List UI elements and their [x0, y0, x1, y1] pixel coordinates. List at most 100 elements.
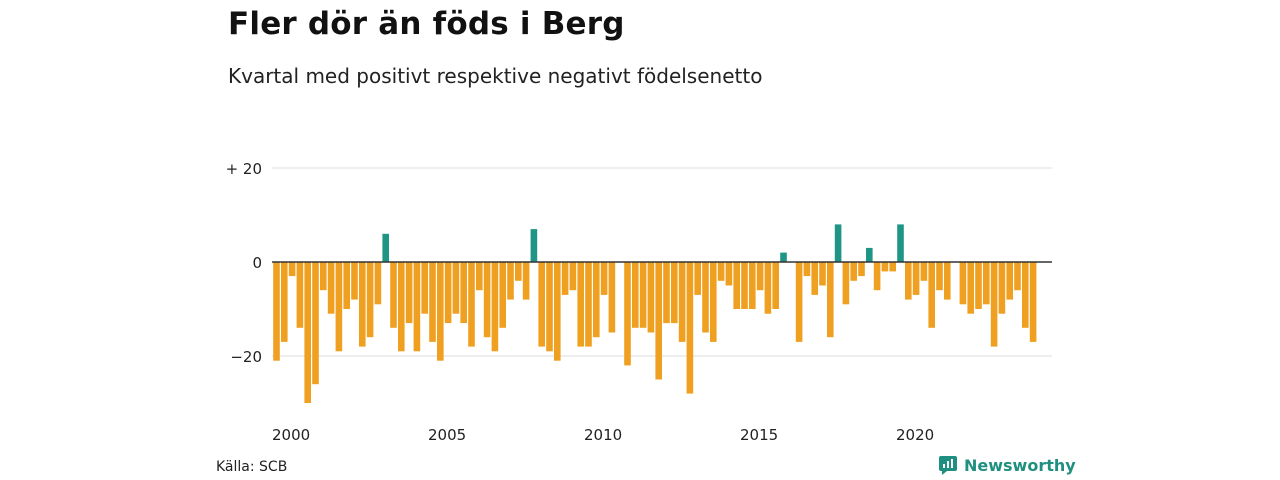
bar-negative	[920, 262, 928, 281]
bar-negative	[421, 262, 428, 314]
bar-negative	[811, 262, 818, 295]
bar-negative	[476, 262, 483, 291]
bar-negative	[491, 262, 499, 352]
bar-negative	[507, 262, 514, 300]
bar-positive	[530, 229, 538, 262]
bar-negative	[803, 262, 811, 277]
bar-negative	[990, 262, 998, 347]
bar-negative	[912, 262, 920, 295]
bar-positive	[834, 224, 842, 262]
bar-negative	[936, 262, 943, 291]
x-tick-label: 2020	[896, 426, 934, 444]
bar-chart: + 20 0 −20 2000 2005 2010 2015 2020	[226, 160, 1052, 444]
bar-negative	[772, 262, 779, 309]
bar-negative	[983, 262, 990, 305]
bar-negative	[889, 262, 896, 272]
bar-negative	[468, 262, 475, 347]
x-tick-label: 2005	[428, 426, 466, 444]
bar-positive	[897, 224, 904, 262]
bar-negative	[944, 262, 951, 300]
bar-negative	[585, 262, 592, 347]
bar-positive	[382, 233, 389, 262]
x-tick-label: 2010	[584, 426, 622, 444]
bar-negative	[678, 262, 686, 342]
bar-negative	[928, 262, 935, 328]
bar-negative	[351, 262, 358, 300]
bar-negative	[343, 262, 350, 309]
bar-negative	[624, 262, 631, 366]
bar-negative	[437, 262, 444, 361]
bar-negative	[725, 262, 733, 286]
bar-negative	[741, 262, 748, 309]
bar-negative	[959, 262, 967, 305]
bar-negative	[569, 262, 577, 291]
bar-negative	[577, 262, 584, 347]
bar-negative	[694, 262, 701, 295]
bar-negative	[710, 262, 717, 342]
bar-negative	[655, 262, 662, 380]
bar-negative	[522, 262, 530, 300]
y-tick-label: + 20	[226, 160, 262, 178]
bar-negative	[733, 262, 740, 309]
bar-negative	[850, 262, 857, 281]
x-tick-label: 2015	[740, 426, 778, 444]
bar-negative	[374, 262, 382, 305]
bar-negative	[608, 262, 616, 333]
bar-negative	[1029, 262, 1037, 342]
bar-negative	[827, 262, 834, 338]
bar-negative	[499, 262, 506, 328]
bar-negative	[413, 262, 421, 352]
bar-negative	[366, 262, 374, 338]
bar-negative	[686, 262, 694, 394]
bar-negative	[561, 262, 569, 295]
brand-name: Newsworthy	[964, 455, 1076, 475]
bar-negative	[749, 262, 756, 309]
bar-negative	[905, 262, 912, 300]
bar-negative	[429, 262, 436, 342]
bar-negative	[546, 262, 553, 352]
bar-positive	[780, 252, 787, 262]
bar-negative	[842, 262, 850, 305]
chart-subtitle: Kvartal med positivt respektive negativt…	[228, 64, 763, 88]
bar-negative	[405, 262, 413, 324]
bar-negative	[452, 262, 460, 314]
bar-negative	[967, 262, 974, 314]
bar-negative	[312, 262, 319, 385]
source-note: Källa: SCB	[216, 459, 288, 475]
bar-negative	[756, 262, 764, 291]
bar-negative	[390, 262, 397, 328]
bar-negative	[1022, 262, 1029, 328]
bar-negative	[288, 262, 296, 277]
bar-negative	[975, 262, 982, 309]
bar-negative	[795, 262, 803, 342]
bar-negative	[647, 262, 655, 333]
bar-negative	[515, 262, 522, 281]
bar-negative	[600, 262, 608, 295]
bar-positive	[866, 247, 873, 262]
bar-negative	[304, 262, 311, 403]
bar-negative	[273, 262, 280, 361]
bar-negative	[764, 262, 772, 314]
bar-negative	[460, 262, 467, 324]
bar-negative	[671, 262, 678, 324]
bar-negative	[281, 262, 288, 342]
bar-negative	[819, 262, 826, 286]
bar-negative	[881, 262, 889, 272]
bar-negative	[593, 262, 600, 338]
y-tick-label: −20	[230, 348, 262, 366]
bar-negative	[335, 262, 343, 352]
y-tick-label: 0	[252, 254, 262, 272]
bar-negative	[483, 262, 491, 338]
bar-negative	[873, 262, 881, 291]
bar-negative	[717, 262, 725, 281]
bar-negative	[702, 262, 709, 333]
bar-negative	[554, 262, 561, 361]
newsworthy-logo-icon	[939, 456, 957, 475]
bar-negative	[1006, 262, 1013, 300]
brand-logo: Newsworthy	[938, 455, 1076, 475]
chart-title: Fler dör än föds i Berg	[228, 6, 625, 42]
bar-negative	[296, 262, 304, 328]
bar-negative	[632, 262, 639, 328]
bar-negative	[639, 262, 647, 328]
bar-negative	[858, 262, 865, 277]
